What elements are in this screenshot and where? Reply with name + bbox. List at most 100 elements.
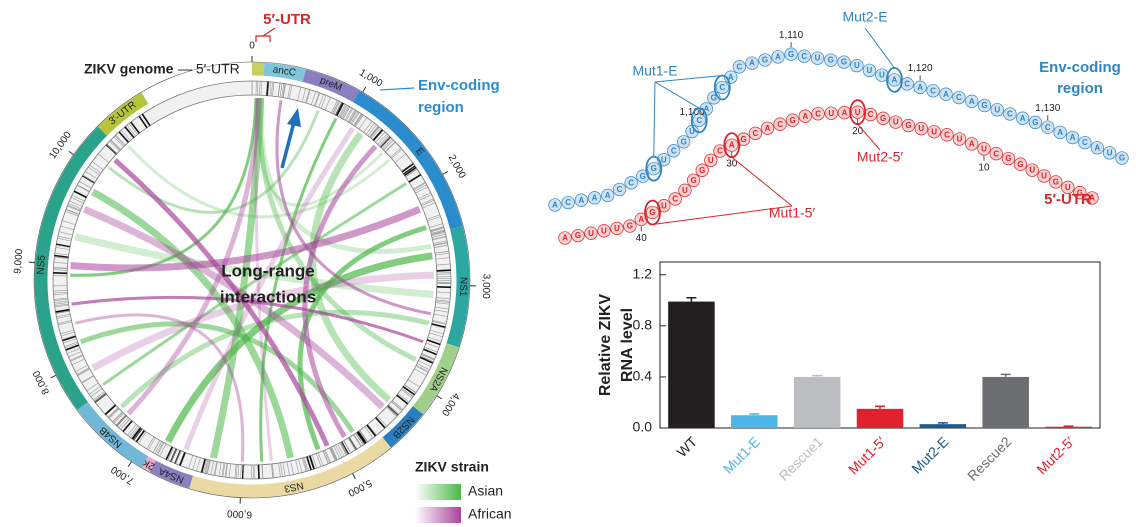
nucleotide: U (708, 156, 714, 165)
axis-tick (363, 87, 366, 92)
nucleotide: C (815, 109, 821, 118)
bar (982, 377, 1029, 428)
position-label: 40 (636, 233, 648, 244)
axis-tick-label: 4,000 (439, 391, 462, 418)
nucleotide: U (918, 124, 924, 133)
axis-tick-label: 1,000 (357, 67, 385, 89)
axis-tick (443, 171, 448, 174)
error-bar (1001, 374, 1011, 377)
center-label: Long-range (221, 261, 315, 280)
axis-tick-label: 10,000 (47, 130, 74, 162)
mutation-label: Mut1-E (632, 63, 677, 79)
nucleotide: G (651, 164, 657, 173)
legend-swatch (415, 484, 461, 500)
position-label: 20 (852, 126, 864, 137)
nucleotide: U (828, 109, 834, 118)
mutation-label: Mut2-E (842, 9, 887, 25)
nucleotide: U (614, 224, 620, 233)
nucleotide: G (788, 50, 794, 59)
env-label: region (418, 99, 464, 116)
nucleotide: G (740, 135, 746, 144)
nucleotide: C (777, 120, 783, 129)
genome-subtitle: — 5′-UTR (178, 61, 240, 77)
nucleotide: A (969, 97, 975, 106)
nucleotide: A (842, 108, 848, 117)
nucleotide: A (802, 112, 808, 121)
nucleotide: A (1094, 143, 1100, 152)
nucleotide: A (1020, 114, 1026, 123)
mutation-leader (655, 82, 699, 108)
nucleotide: U (981, 144, 987, 153)
barcode-tick (267, 82, 268, 96)
nucleotide: G (681, 137, 687, 146)
legend-swatch (415, 507, 461, 523)
nucleotide: C (801, 52, 807, 61)
axis-tick-label: 0 (249, 41, 255, 52)
nucleotide: A (1070, 133, 1076, 142)
nucleotide: G (690, 176, 696, 185)
nucleotide: G (640, 172, 646, 181)
mutation-leader (858, 124, 880, 150)
x-tick-label: Rescue2 (964, 433, 1015, 484)
genome-title: ZIKV genome (84, 61, 174, 77)
position-label: 1,120 (908, 63, 933, 74)
nucleotide: U (1107, 148, 1113, 157)
region-label: NS5 (36, 254, 48, 275)
legend-title: ZIKV strain (415, 459, 489, 475)
nucleotide: C (930, 86, 936, 95)
bar (794, 377, 841, 428)
error-bar (1064, 426, 1074, 427)
error-bar (875, 406, 885, 409)
nucleotide: U (682, 186, 688, 195)
nucleotide: U (815, 54, 821, 63)
x-tick-label: WT (673, 433, 700, 460)
nucleotide: G (649, 208, 655, 217)
nucleotide: C (565, 198, 571, 207)
legend-label: African (468, 506, 512, 522)
axis-tick-label: 6,000 (226, 507, 252, 519)
y-tick-label: 1.2 (633, 265, 653, 281)
axis-tick (353, 473, 356, 478)
nucleotide: A (765, 124, 771, 133)
nucleotide: C (628, 178, 634, 187)
axis-tick-label: 5,000 (346, 477, 374, 499)
x-tick-label: Mut2-5′ (1033, 433, 1077, 477)
x-tick-label: Mut1-5′ (845, 433, 889, 477)
error-bar (686, 298, 696, 302)
nucleotide: U (1029, 166, 1035, 175)
nucleotide: G (762, 56, 768, 65)
axis-tick (69, 151, 74, 154)
strand-label: 5′-UTR (1044, 191, 1092, 208)
nucleotide: A (592, 193, 598, 202)
mutation-leader (865, 28, 894, 68)
axis-tick (51, 375, 56, 378)
barcode-tick (53, 273, 67, 274)
env-label: Env-coding (418, 77, 500, 94)
nucleotide: C (993, 149, 999, 158)
mutation-label: Mut2-5′ (857, 149, 904, 165)
nucleotide: C (736, 62, 742, 71)
nucleotide: A (775, 52, 781, 61)
nucleotide: G (699, 166, 705, 175)
circos-plot: ancCpreMENS1NS2ANS2BNS3NS4A2KNS4BNS53′-U… (12, 11, 511, 523)
env-leader (380, 88, 414, 90)
mutation-label: Mut1-5′ (769, 205, 816, 221)
nucleotide: G (905, 121, 911, 130)
utr-label: 5′-UTR (263, 11, 311, 28)
legend-label: Asian (468, 483, 503, 499)
nucleotide: A (605, 191, 611, 200)
position-label: 1,110 (779, 30, 804, 41)
nucleotide: U (661, 201, 667, 210)
nucleotide: C (944, 130, 950, 139)
nucleotide: C (1007, 110, 1013, 119)
nucleotide: U (588, 229, 594, 238)
nucleotide: U (855, 108, 861, 117)
axis-tick (128, 462, 131, 467)
nucleotide: A (552, 201, 558, 210)
nucleotide: C (1045, 123, 1051, 132)
bar (857, 409, 904, 428)
plot-frame (660, 262, 1100, 428)
nucleotide: U (893, 118, 899, 127)
nucleotide: C (717, 147, 723, 156)
nucleotide: A (969, 139, 975, 148)
